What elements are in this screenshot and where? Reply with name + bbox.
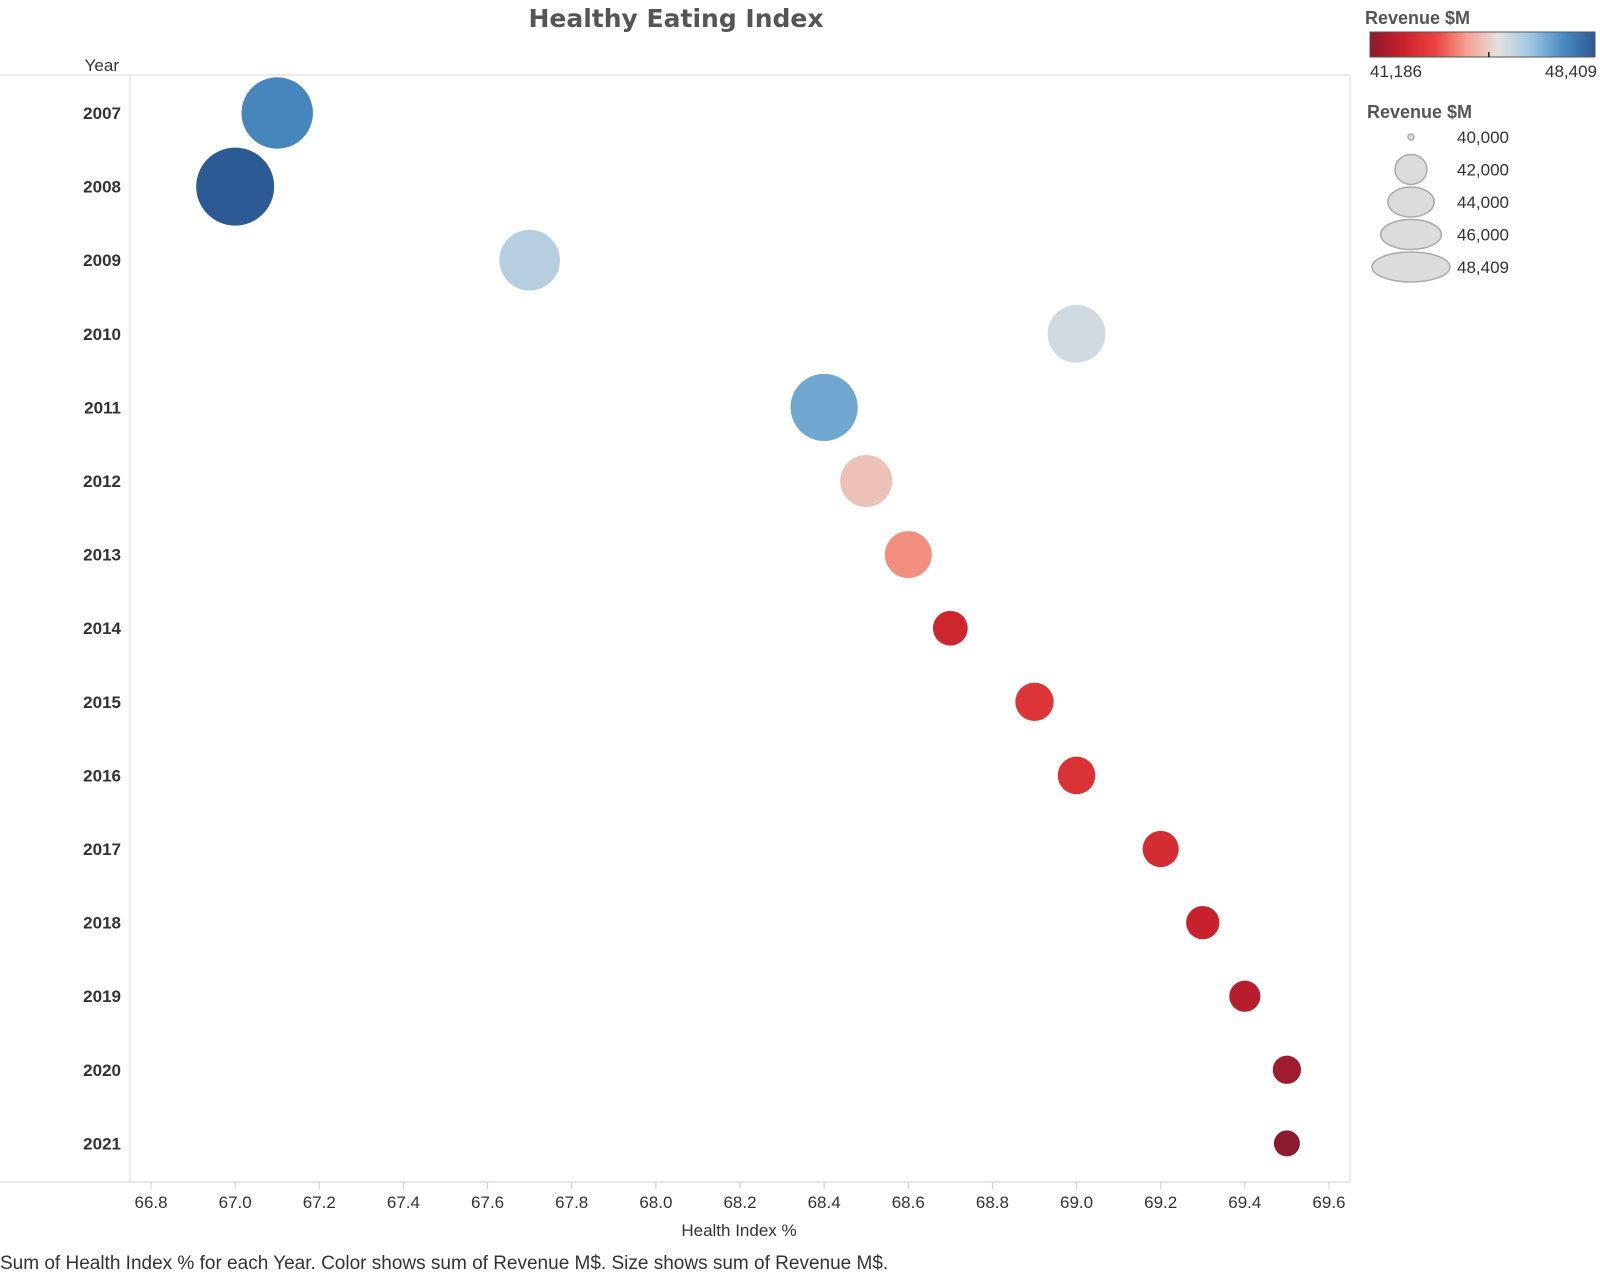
size-legend-swatch — [1394, 153, 1428, 186]
color-legend: Revenue $M 41,186 48,409 — [1365, 8, 1597, 81]
size-legend-swatch — [1379, 218, 1443, 251]
year-labels: 2007 2008 2009 2010 2011 2012 2013 2014 2015 2016… — [83, 104, 121, 1153]
year-label: 2015 — [83, 693, 121, 712]
year-label: 2011 — [84, 398, 121, 417]
x-axis-ticks: 66.8 67.0 67.2 67.4 67.6 67.8 68.0 68.2 68.4 68.6… — [134, 1182, 1346, 1212]
year-label: 2019 — [83, 987, 121, 1006]
year-label: 2012 — [83, 472, 121, 491]
year-label: 2014 — [83, 619, 121, 638]
bubble-2020[interactable] — [1272, 1055, 1302, 1084]
year-label: 2008 — [83, 178, 121, 197]
bubble-2019[interactable] — [1229, 980, 1261, 1012]
bubble-2007[interactable] — [241, 77, 313, 149]
x-tick-label: 66.8 — [134, 1193, 167, 1212]
year-label: 2021 — [83, 1134, 121, 1153]
size-legend: Revenue $M 40,000 42,000 44,000 46,000 48,40… — [1367, 102, 1509, 283]
size-legend-label: 46,000 — [1457, 226, 1509, 245]
bubble-2016[interactable] — [1057, 756, 1096, 795]
color-legend-title: Revenue $M — [1365, 8, 1470, 28]
year-label: 2009 — [83, 251, 121, 270]
size-legend-title: Revenue $M — [1367, 102, 1472, 122]
bubble-2021[interactable] — [1273, 1130, 1300, 1157]
x-tick-label: 68.8 — [976, 1193, 1009, 1212]
bubbles — [196, 77, 1302, 1157]
bubble-2011[interactable] — [790, 373, 858, 441]
y-axis-title: Year — [85, 56, 120, 75]
size-legend-label: 40,000 — [1457, 128, 1509, 147]
x-tick-label: 67.6 — [471, 1193, 504, 1212]
bubble-2018[interactable] — [1186, 905, 1220, 940]
bubble-2009[interactable] — [499, 229, 560, 291]
year-label: 2018 — [83, 914, 121, 933]
bubble-2008[interactable] — [196, 147, 275, 226]
bubble-2015[interactable] — [1015, 682, 1054, 721]
color-legend-bar — [1369, 31, 1596, 58]
size-legend-label: 42,000 — [1457, 161, 1509, 180]
plot-frame — [0, 74, 1351, 1183]
bubble-2010[interactable] — [1047, 304, 1106, 363]
bubble-2012[interactable] — [840, 454, 893, 508]
year-label: 2017 — [83, 840, 121, 859]
x-tick-label: 69.4 — [1228, 1193, 1261, 1212]
chart-title: Healthy Eating Index — [528, 4, 823, 33]
x-tick-label: 67.2 — [303, 1193, 336, 1212]
bubble-2013[interactable] — [884, 531, 932, 579]
size-legend-label: 44,000 — [1457, 193, 1509, 212]
year-label: 2013 — [83, 546, 121, 565]
year-label: 2016 — [83, 766, 121, 785]
x-tick-label: 69.2 — [1144, 1193, 1177, 1212]
size-legend-items: 40,000 42,000 44,000 46,000 48,409 — [1371, 128, 1509, 283]
year-label: 2020 — [83, 1061, 121, 1080]
size-legend-swatch — [1387, 186, 1435, 218]
x-tick-label: 67.8 — [555, 1193, 588, 1212]
x-tick-label: 69.0 — [1060, 1193, 1093, 1212]
x-tick-label: 68.0 — [639, 1193, 672, 1212]
color-legend-max-label: 48,409 — [1545, 62, 1597, 81]
chart-caption: Sum of Health Index % for each Year. Col… — [0, 1253, 888, 1274]
x-tick-label: 67.4 — [387, 1193, 420, 1212]
year-label: 2007 — [83, 104, 121, 123]
color-legend-min-label: 41,186 — [1370, 62, 1422, 81]
year-label: 2010 — [83, 325, 121, 344]
x-tick-label: 67.0 — [219, 1193, 252, 1212]
x-tick-label: 68.6 — [892, 1193, 925, 1212]
x-tick-label: 68.4 — [808, 1193, 841, 1212]
x-tick-label: 69.6 — [1312, 1193, 1345, 1212]
bubble-2017[interactable] — [1142, 830, 1179, 868]
size-legend-swatch — [1371, 251, 1451, 283]
bubble-2014[interactable] — [932, 610, 968, 646]
size-legend-label: 48,409 — [1457, 258, 1509, 277]
x-tick-label: 68.2 — [723, 1193, 756, 1212]
size-legend-swatch — [1407, 133, 1415, 141]
x-axis-title: Health Index % — [681, 1221, 796, 1240]
